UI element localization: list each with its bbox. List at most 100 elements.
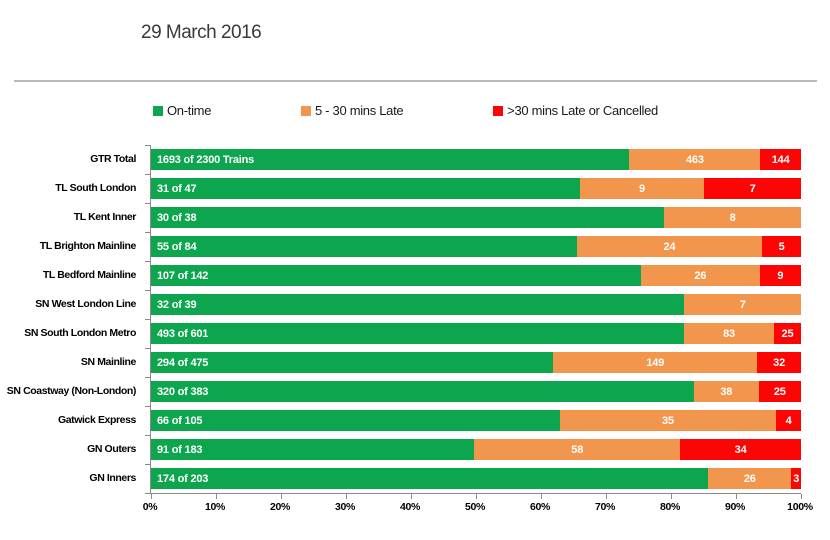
category-label: SN South London Metro <box>24 327 136 339</box>
bar-value-label: 144 <box>771 153 790 166</box>
bar-segment-cancelled: 144 <box>760 149 801 170</box>
legend-label-cancelled: >30 mins Late or Cancelled <box>507 103 658 118</box>
bar-value-label: 32 of 39 <box>157 298 197 311</box>
bar-value-label: 30 of 38 <box>157 211 197 224</box>
y-axis-tick-mark <box>145 348 150 349</box>
bar-segment-cancelled: 32 <box>757 352 801 373</box>
bar-row: 31 of 47 9 7 <box>151 178 801 199</box>
bar-value-label: 9 <box>777 269 784 282</box>
bar-value-label: 149 <box>646 356 665 369</box>
bar-segment-late: 26 <box>640 265 760 286</box>
y-axis-tick-mark <box>145 174 150 175</box>
bar-segment-late: 24 <box>576 236 763 257</box>
bar-segment-late: 7 <box>684 294 801 315</box>
x-axis-tick-mark <box>670 494 672 499</box>
bar-segment-late: 463 <box>629 149 761 170</box>
x-axis-tick-label: 100% <box>787 501 813 513</box>
bar-segment-late: 38 <box>694 381 759 402</box>
bar-segment-late: 9 <box>579 178 705 199</box>
bar-segment-on-time: 320 of 383 <box>151 381 695 402</box>
x-axis-tick-label: 20% <box>269 501 291 513</box>
bar-segment-on-time: 493 of 601 <box>151 323 685 344</box>
bar-segment-on-time: 66 of 105 <box>151 410 560 431</box>
y-axis-tick-mark <box>145 464 150 465</box>
bar-value-label: 8 <box>729 211 736 224</box>
x-axis-tick-mark <box>215 494 217 499</box>
y-axis-tick-mark <box>145 261 150 262</box>
bar-row: 320 of 383 38 25 <box>151 381 801 402</box>
bar-value-label: 174 of 203 <box>157 472 209 485</box>
category-label: TL Brighton Mainline <box>39 240 137 252</box>
legend-item-on-time: On-time <box>153 103 211 118</box>
bar-segment-late: 58 <box>474 439 681 460</box>
bar-value-label: 32 <box>773 356 786 369</box>
bar-segment-on-time: 294 of 475 <box>151 352 554 373</box>
x-axis-tick-mark <box>280 494 282 499</box>
category-label: TL South London <box>55 182 136 194</box>
bar-segment-on-time: 31 of 47 <box>151 178 580 199</box>
title-separator <box>14 80 817 82</box>
bar-segment-cancelled: 34 <box>680 439 801 460</box>
bar-value-label: 7 <box>739 298 746 311</box>
bar-value-label: 31 of 47 <box>157 182 197 195</box>
category-label: TL Bedford Mainline <box>42 269 137 281</box>
legend-swatch-late-icon <box>300 105 311 116</box>
legend: On-time 5 - 30 mins Late >30 mins Late o… <box>153 103 658 118</box>
y-axis-tick-mark <box>145 145 150 146</box>
bar-segment-late: 149 <box>553 352 758 373</box>
x-axis-tick-label: 50% <box>464 501 486 513</box>
bar-row: 294 of 475 149 32 <box>151 352 801 373</box>
bar-segment-on-time: 55 of 84 <box>151 236 577 257</box>
category-label: Gatwick Express <box>57 414 136 426</box>
bar-segment-cancelled: 4 <box>776 410 801 431</box>
category-label: TL Kent Inner <box>73 211 137 223</box>
x-axis-tick-mark <box>605 494 607 499</box>
x-axis-tick-mark <box>475 494 477 499</box>
bar-segment-cancelled: 3 <box>791 468 801 489</box>
legend-label-late: 5 - 30 mins Late <box>314 103 404 118</box>
bar-value-label: 107 of 142 <box>157 269 209 282</box>
bar-segment-on-time: 1693 of 2300 Trains <box>151 149 630 170</box>
bar-rows: 1693 of 2300 Trains 463 144 31 of 47 9 7 30 of… <box>151 145 801 493</box>
x-axis-tick-mark <box>800 494 802 499</box>
y-axis-tick-mark <box>145 232 150 233</box>
category-label: GN Inners <box>89 472 136 484</box>
bar-value-label: 58 <box>571 443 584 456</box>
bar-value-label: 35 <box>661 414 674 427</box>
bar-segment-on-time: 107 of 142 <box>151 265 641 286</box>
x-axis-tick-mark <box>735 494 737 499</box>
bar-row: 174 of 203 26 3 <box>151 468 801 489</box>
y-axis-tick-mark <box>145 290 150 291</box>
bar-value-label: 294 of 475 <box>157 356 209 369</box>
bar-segment-on-time: 174 of 203 <box>151 468 709 489</box>
bar-row: 66 of 105 35 4 <box>151 410 801 431</box>
bar-value-label: 25 <box>781 327 794 340</box>
x-axis-tick-mark <box>540 494 542 499</box>
bar-segment-on-time: 32 of 39 <box>151 294 685 315</box>
plot-area: 1693 of 2300 Trains 463 144 31 of 47 9 7 30 of… <box>145 145 802 499</box>
bar-value-label: 25 <box>773 385 786 398</box>
bar-value-label: 34 <box>734 443 747 456</box>
bar-value-label: 493 of 601 <box>157 327 209 340</box>
category-label: GN Outers <box>87 443 136 455</box>
bar-value-label: 5 <box>778 240 785 253</box>
x-axis-tick-label: 30% <box>334 501 356 513</box>
x-axis-tick-label: 90% <box>724 501 746 513</box>
x-axis-tick-mark <box>345 494 347 499</box>
y-axis-tick-mark <box>145 493 150 494</box>
y-axis-tick-mark <box>145 203 150 204</box>
bar-segment-on-time: 91 of 183 <box>151 439 475 460</box>
category-label: SN Coastway (Non-London) <box>6 385 137 397</box>
bar-row: 55 of 84 24 5 <box>151 236 801 257</box>
x-axis-tick-label: 80% <box>659 501 681 513</box>
x-axis-ticks <box>150 494 802 499</box>
bar-value-label: 9 <box>638 182 645 195</box>
legend-item-cancelled: >30 mins Late or Cancelled <box>493 103 658 118</box>
category-label: SN West London Line <box>35 298 136 310</box>
x-axis-labels: 0% 10% 20% 30% 40% 50% 60% 70% 80% 90% 100% <box>143 501 813 515</box>
legend-item-late: 5 - 30 mins Late <box>300 103 404 118</box>
bar-row: 493 of 601 83 25 <box>151 323 801 344</box>
category-labels: GTR Total TL South London TL Kent Inner TL … <box>0 145 143 493</box>
legend-swatch-cancelled-icon <box>493 105 504 116</box>
bar-segment-late: 8 <box>664 207 801 228</box>
